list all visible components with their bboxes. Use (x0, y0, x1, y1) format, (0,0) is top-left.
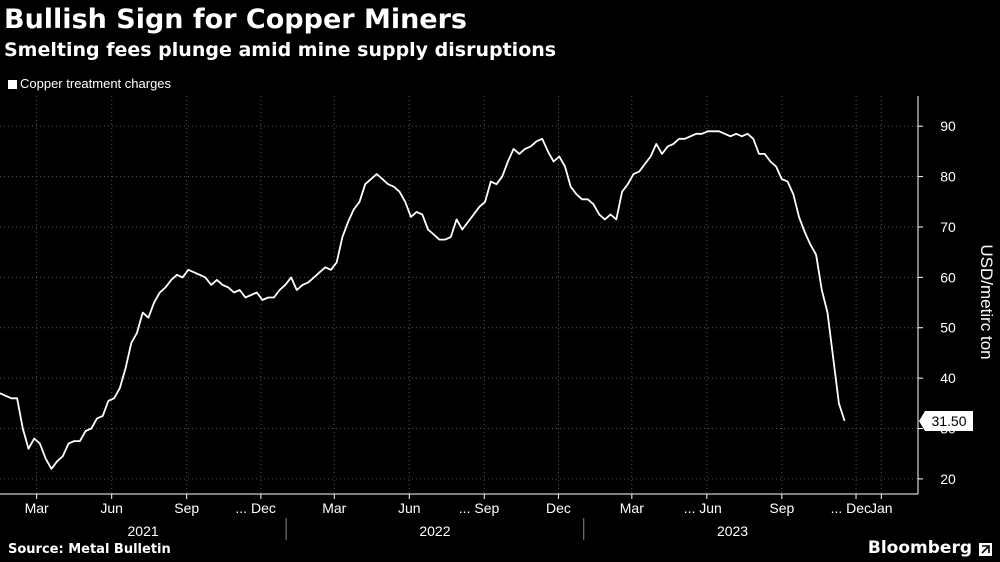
y-tick-label: 70 (940, 219, 956, 235)
x-tick-label: Sep (174, 500, 199, 516)
labels: 2030405060708090MarJunSep... DecMarJun..… (25, 118, 996, 539)
brand-logo: Bloomberg (867, 538, 972, 558)
y-tick-label: 40 (940, 370, 956, 386)
y-axis-title: USD/metirc ton (977, 244, 996, 359)
year-label: 2022 (419, 523, 450, 539)
series-layer (0, 130, 846, 470)
x-tick-label: ... Sep (459, 500, 500, 516)
legend: Copper treatment charges (8, 76, 171, 92)
x-tick-label: Mar (620, 500, 644, 516)
legend-label: Copper treatment charges (20, 76, 172, 91)
legend-swatch (8, 79, 17, 89)
last-value-box (919, 410, 973, 431)
last-value-callout: 31.50 (919, 410, 973, 431)
x-tick-label: Dec (546, 500, 571, 516)
year-label: 2023 (717, 523, 748, 539)
x-tick-label: ... Dec (831, 500, 871, 516)
last-value-label: 31.50 (931, 413, 966, 429)
chart-title: Bullish Sign for Copper Miners (4, 4, 468, 35)
x-tick-label: Mar (25, 500, 49, 516)
x-tick-label: Jun (100, 500, 123, 516)
y-tick-label: 50 (940, 320, 956, 336)
y-tick-label: 80 (940, 169, 956, 185)
x-tick-label: Mar (322, 500, 346, 516)
x-tick-label: Sep (769, 500, 794, 516)
year-label: 2021 (128, 523, 159, 539)
gridlines (0, 96, 918, 494)
x-tick-label: Jun (398, 500, 421, 516)
y-tick-label: 60 (940, 269, 956, 285)
x-tick-label: ... Dec (235, 500, 275, 516)
series-line-copper-treatment-charges (0, 130, 846, 470)
x-tick-label: Jan (870, 500, 893, 516)
y-tick-label: 90 (940, 118, 956, 134)
x-tick-label: ... Jun (684, 500, 722, 516)
y-tick-label: 20 (940, 471, 956, 487)
chart-subtitle: Smelting fees plunge amid mine supply di… (4, 39, 557, 61)
axes (0, 96, 923, 540)
bloomberg-terminal-icon (979, 543, 992, 556)
source-note: Source: Metal Bulletin (8, 542, 171, 557)
